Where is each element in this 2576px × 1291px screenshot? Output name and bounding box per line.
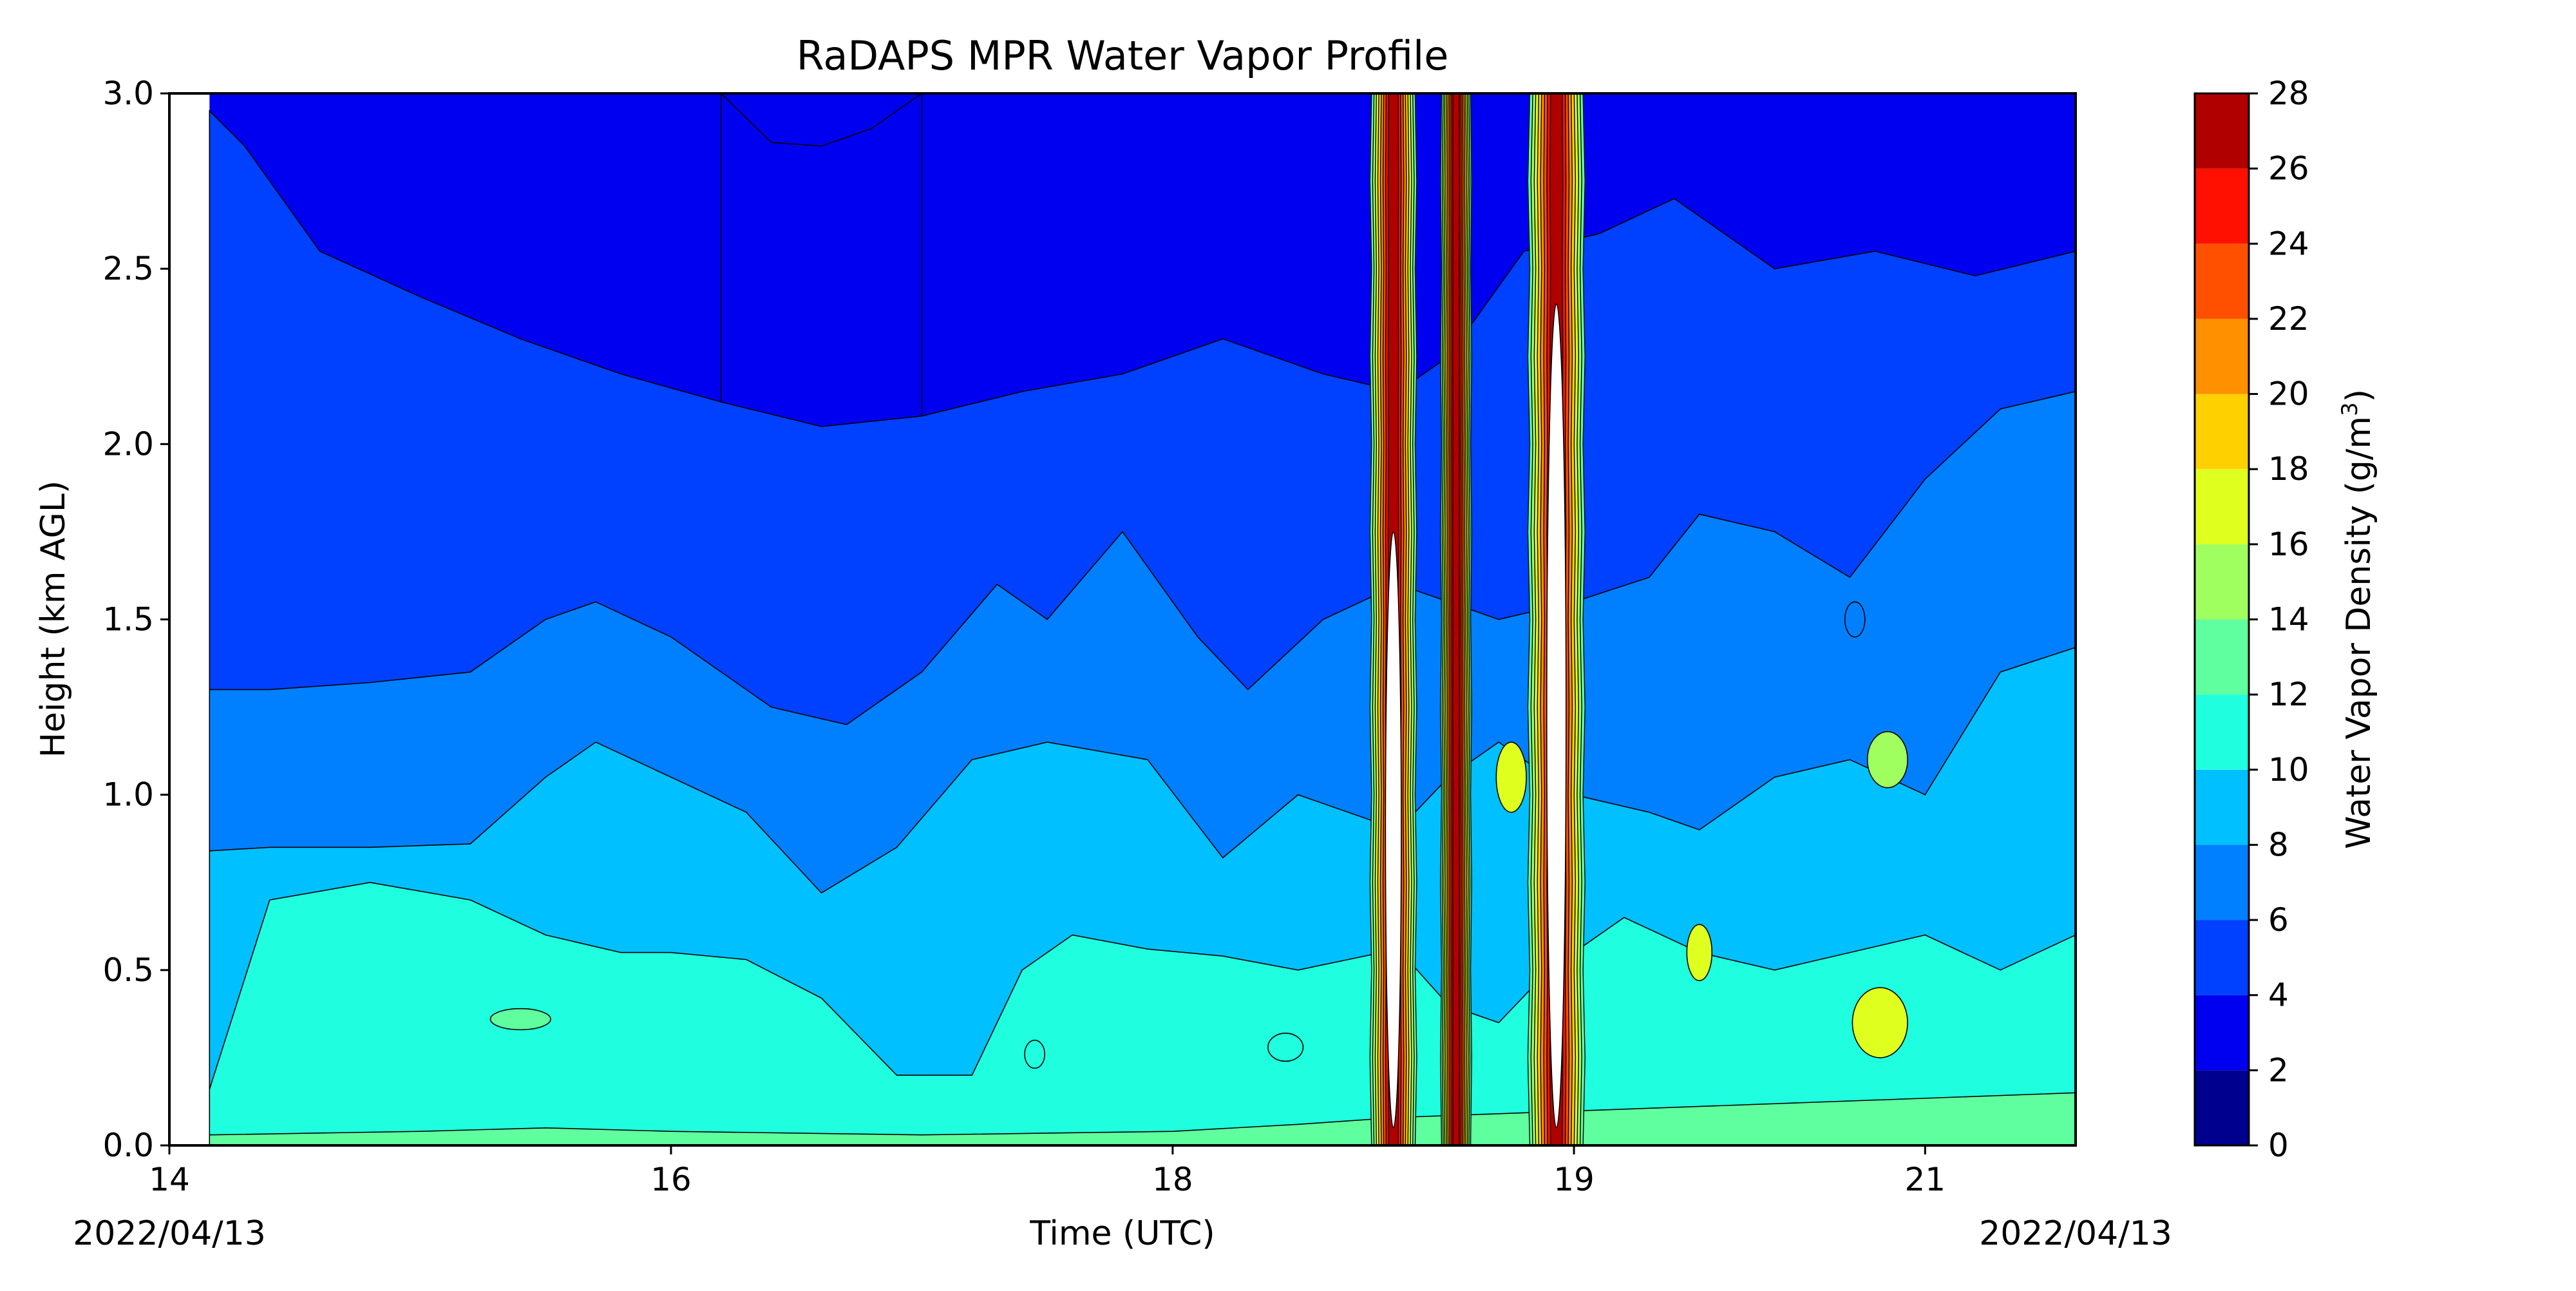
contour-layer [209, 93, 2076, 1145]
colorbar-tick-label: 8 [2268, 826, 2289, 863]
colorbar-tick-label: 18 [2268, 450, 2309, 488]
plume-0-saturated-core [1385, 531, 1402, 1129]
colorbar-tick-label: 16 [2268, 526, 2309, 563]
colorbar-segment [2195, 995, 2249, 1071]
colorbar-tick-label: 20 [2268, 376, 2309, 413]
colorbar-tick-label: 28 [2268, 75, 2309, 112]
x-axis-label: Time (UTC) [1029, 1214, 1215, 1253]
colorbar-segment [2195, 168, 2249, 244]
contour-blob-5 [1024, 1039, 1046, 1069]
y-tick-label: 1.0 [102, 776, 154, 814]
colorbar-tick-label: 12 [2268, 676, 2309, 713]
colorbar-segment [2195, 920, 2249, 995]
date-right-label: 2022/04/13 [1979, 1214, 2172, 1253]
contour-blob-7 [1844, 601, 1866, 638]
plume-layer [1369, 93, 1586, 1145]
chart-title: RaDAPS MPR Water Vapor Profile [797, 32, 1449, 79]
contour-band-12-14 [209, 1092, 2076, 1145]
colorbar-tick-label: 10 [2268, 751, 2309, 789]
y-tick-label: 1.5 [102, 601, 154, 638]
y-tick-label: 2.0 [102, 425, 154, 463]
colorbar-tick-label: 24 [2268, 225, 2309, 262]
colorbar-segment [2195, 93, 2249, 169]
colorbar-segment [2195, 244, 2249, 319]
colorbar-label: Water Vapor Density (g/m3) [2337, 389, 2378, 849]
x-tick-label: 18 [1152, 1161, 1193, 1198]
contour-blob-1 [1686, 924, 1713, 981]
contour-blob-3 [1852, 987, 1908, 1058]
colorbar-tick-label: 6 [2268, 901, 2289, 939]
y-axis-ticks: 0.0 0.5 1.0 1.5 2.0 2.5 3.0 [102, 75, 169, 1164]
plume-2-saturated-core [1546, 303, 1567, 1129]
colorbar-segment [2195, 394, 2249, 470]
colorbar-segment [2195, 845, 2249, 921]
contour-blob-4 [489, 1008, 551, 1031]
x-axis-ticks: 14 16 18 19 21 [149, 1145, 1946, 1198]
x-tick-label: 16 [650, 1161, 692, 1198]
colorbar-segment [2195, 1070, 2249, 1145]
y-tick-label: 0.5 [102, 952, 154, 989]
y-tick-label: 0.0 [102, 1127, 154, 1164]
colorbar-tick-label: 26 [2268, 150, 2309, 187]
colorbar-segment [2195, 318, 2249, 394]
colorbar-tick-label: 2 [2268, 1051, 2289, 1089]
x-tick-label: 14 [149, 1161, 190, 1198]
contour-band-10-12 [209, 881, 2076, 1145]
plume-1-level-26 [1452, 93, 1461, 1145]
colorbar-segment [2195, 769, 2249, 845]
colorbar-tick-label: 0 [2268, 1127, 2289, 1164]
colorbar-segment [2195, 544, 2249, 620]
colorbar-tick-label: 22 [2268, 300, 2309, 338]
contour-blob-0 [1495, 741, 1527, 813]
plot-area [169, 93, 2076, 1145]
colorbar-tick-label: 4 [2268, 977, 2289, 1014]
y-axis-label: Height (km AGL) [34, 481, 73, 758]
colorbar-tick-label: 14 [2268, 601, 2309, 638]
contour-blob-2 [1866, 731, 1908, 789]
contour-blob-6 [1267, 1033, 1304, 1062]
date-left-label: 2022/04/13 [73, 1214, 266, 1253]
colorbar-segment [2195, 694, 2249, 770]
colorbar-segment [2195, 469, 2249, 544]
y-tick-label: 3.0 [102, 75, 154, 112]
x-tick-label: 21 [1905, 1161, 1946, 1198]
blob-layer [489, 601, 1908, 1069]
colorbar-segment [2195, 619, 2249, 695]
y-tick-label: 2.5 [102, 250, 154, 287]
colorbar [2193, 92, 2250, 1147]
x-tick-label: 19 [1553, 1161, 1595, 1198]
